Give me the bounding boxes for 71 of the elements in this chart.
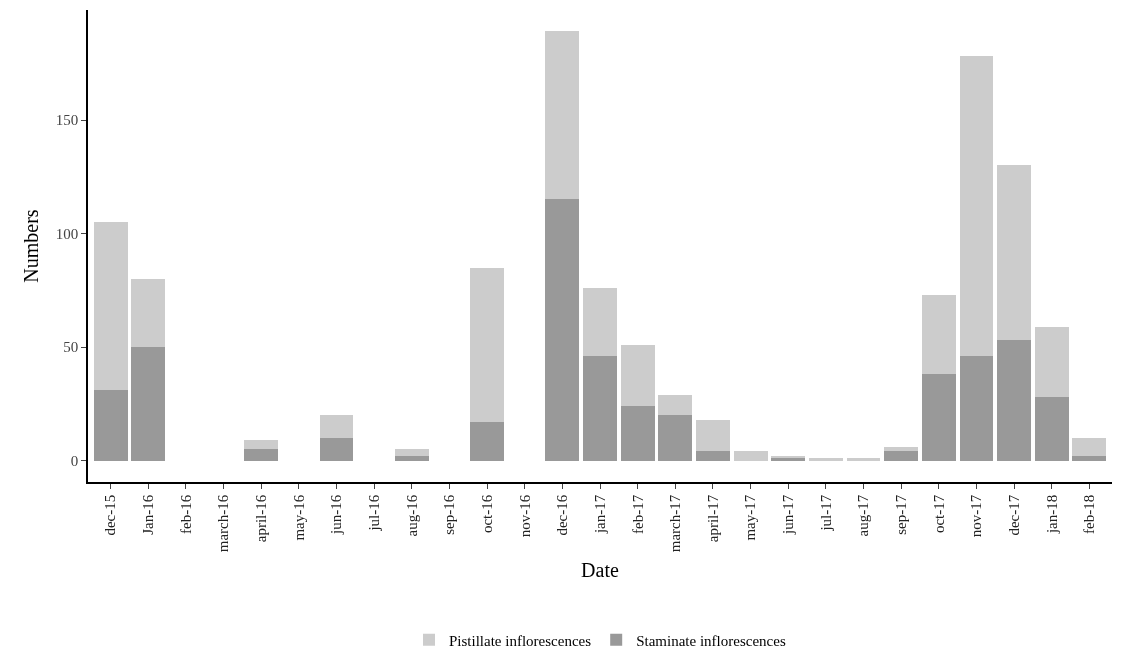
- bar: [1072, 437, 1107, 456]
- x-tick-label: april-17: [704, 494, 721, 543]
- bar: [470, 421, 504, 461]
- bar: [583, 288, 617, 357]
- x-tick-label: dec-15: [102, 494, 119, 536]
- x-tick-label: feb-17: [629, 494, 646, 534]
- bar: [319, 415, 354, 438]
- bar: [1034, 396, 1069, 461]
- x-tick-label: dec-16: [554, 494, 571, 536]
- x-tick-label: aug-17: [855, 494, 872, 537]
- bar: [620, 344, 655, 407]
- x-tick-label: aug-16: [403, 494, 420, 537]
- x-tick-label: may-16: [290, 494, 307, 541]
- bar: [696, 451, 730, 461]
- bar: [394, 456, 429, 461]
- bar: [997, 340, 1032, 461]
- bar: [658, 415, 693, 461]
- bar: [244, 449, 279, 461]
- y-tick-label: 150: [55, 112, 79, 129]
- x-tick-label: jul-16: [365, 494, 382, 532]
- x-tick-label: jan-17: [591, 494, 608, 535]
- x-tick-label: feb-18: [1081, 494, 1098, 534]
- y-tick-label: 100: [55, 225, 79, 242]
- bar: [545, 31, 580, 200]
- x-tick-label: nov-17: [968, 494, 985, 538]
- bar: [394, 449, 429, 456]
- bar: [93, 390, 128, 461]
- bar: [658, 394, 693, 416]
- bar: [733, 451, 768, 461]
- x-tick-label: oct-16: [478, 494, 495, 534]
- bar: [808, 458, 843, 461]
- bar: [959, 356, 994, 461]
- bar: [620, 406, 655, 461]
- x-tick-label: march-16: [215, 494, 232, 553]
- bar: [131, 347, 166, 461]
- x-tick-label: jun-16: [328, 494, 345, 535]
- bar: [921, 374, 956, 461]
- bar: [846, 458, 881, 461]
- bar: [921, 294, 956, 375]
- bar: [545, 199, 580, 461]
- bar: [93, 222, 128, 391]
- x-tick-label: april-16: [253, 494, 270, 543]
- x-tick-label: jan-18: [1043, 494, 1060, 535]
- bar: [884, 451, 919, 461]
- y-tick-label: 0: [70, 452, 79, 469]
- bar: [470, 267, 504, 422]
- bar: [696, 419, 730, 452]
- legend-label: Pistillate inflorescences: [449, 632, 592, 649]
- x-tick-label: nov-16: [516, 494, 533, 538]
- x-tick-label: feb-16: [177, 494, 194, 534]
- x-axis-title: Date: [581, 559, 619, 582]
- bar: [319, 437, 354, 461]
- x-tick-label: sep-17: [893, 494, 910, 535]
- x-tick-label: oct-17: [930, 494, 947, 534]
- y-tick-label: 50: [63, 339, 79, 356]
- x-tick-label: dec-17: [1005, 494, 1022, 536]
- x-tick-label: Jan-16: [140, 494, 157, 535]
- x-tick-label: may-17: [742, 494, 759, 541]
- bar: [1072, 456, 1107, 461]
- legend-label: Staminate inflorescences: [636, 632, 786, 649]
- bar: [131, 278, 166, 348]
- bar: [244, 440, 279, 450]
- x-tick-label: march-17: [667, 494, 684, 553]
- x-tick-label: jul-17: [817, 494, 834, 532]
- y-axis-title: Numbers: [19, 209, 42, 283]
- x-tick-label: jun-17: [780, 494, 797, 535]
- bar: [959, 56, 994, 357]
- bar: [997, 165, 1032, 341]
- x-tick-label: sep-16: [441, 494, 458, 535]
- bar: [1034, 326, 1069, 397]
- bar: [583, 356, 617, 461]
